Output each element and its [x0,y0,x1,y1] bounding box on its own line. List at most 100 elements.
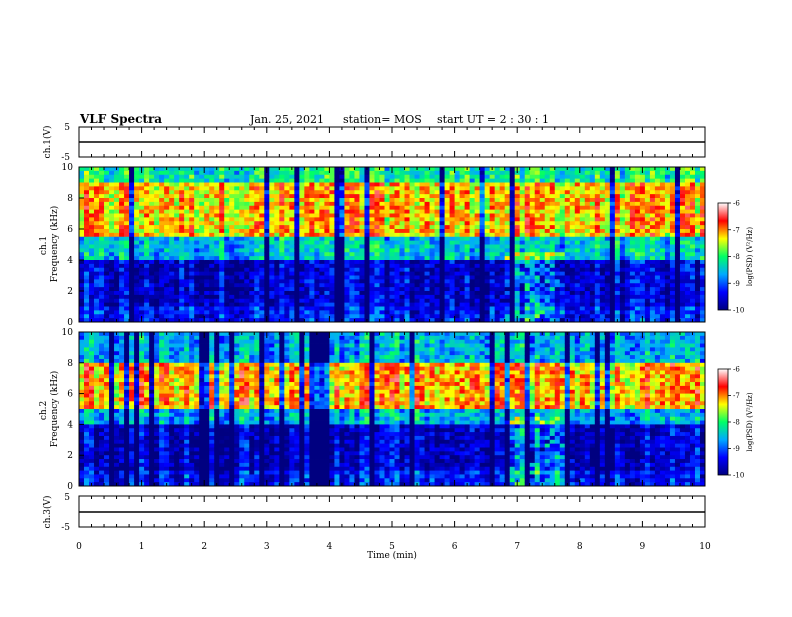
ch1-spectrogram-cell [500,303,505,307]
ch1-spectrogram-cell [349,295,354,299]
ch1-spectrogram-cell [435,268,440,272]
ch1-spectrogram-cell [475,198,480,202]
ch1-spectrogram-cell [294,295,299,299]
ch1-spectrogram-cell [525,186,530,190]
ch1-spectrogram-cell [605,233,610,237]
ch1-spectrogram-cell [480,241,485,245]
ch1-spectrogram-cell [475,183,480,187]
ch1-spectrogram-cell [555,252,560,256]
ch1-spectrogram-cell [224,241,229,245]
ch1-spectrogram-cell [179,268,184,272]
ch1-spectrogram-cell [124,276,129,280]
ch1-spectrogram-cell [530,268,535,272]
ch1-spectrogram-cell [650,175,655,179]
ch1-spectrogram-cell [294,279,299,283]
ch1-spectrogram-cell [645,167,650,171]
ch1-spectrogram-cell [134,233,139,237]
ch1-spectrogram-cell [89,229,94,233]
ch1-spectrogram-cell [144,276,149,280]
ch1-spectrogram-cell [400,314,405,318]
ch1-spectrogram-cell [635,248,640,252]
ch1-spectrogram-cell [89,245,94,249]
ch1-spectrogram-cell [144,279,149,283]
ch1-spectrogram-cell [445,310,450,314]
ch1-spectrogram-cell [224,237,229,241]
ch1-spectrogram-cell [194,299,199,303]
ch1-spectrogram-cell [500,260,505,264]
ch1-spectrogram-cell [259,171,264,175]
ch1-spectrogram-cell [274,171,279,175]
ch1-spectrogram-cell [299,245,304,249]
ch1-spectrogram-cell [510,260,515,264]
ch1-spectrogram-cell [84,175,89,179]
ch1-spectrogram-cell [119,260,124,264]
ch1-spectrogram-cell [605,175,610,179]
ch1-spectrogram-cell [685,167,690,171]
ch1-spectrogram-cell [565,276,570,280]
ch1-spectrogram-cell [675,252,680,256]
ch1-spectrogram-cell [369,268,374,272]
ch1-spectrogram-cell [309,283,314,287]
ch1-spectrogram-cell [465,283,470,287]
ch1-spectrogram-cell [545,229,550,233]
ch1-spectrogram-cell [314,229,319,233]
ch1-spectrogram-cell [139,202,144,206]
ch1-spectrogram-cell [334,272,339,276]
ch1-spectrogram-cell [505,303,510,307]
ch1-spectrogram-cell [485,186,490,190]
ch1-spectrogram-cell [455,279,460,283]
ch1-spectrogram-cell [149,287,154,291]
ch1-spectrogram-cell [425,248,430,252]
ch1-spectrogram-cell [359,190,364,194]
ch1-spectrogram-cell [435,198,440,202]
ch1-spectrogram-cell [204,310,209,314]
ch1-spectrogram-cell [104,206,109,210]
ch1-spectrogram-cell [545,167,550,171]
ch1-spectrogram-cell [259,206,264,210]
ch1-spectrogram-cell [390,194,395,198]
ch1-spectrogram-cell [575,279,580,283]
ch1-spectrogram-cell [184,225,189,229]
ch1-spectrogram-cell [510,279,515,283]
ch1-spectrogram-cell [630,175,635,179]
ch1-spectrogram-cell [560,171,565,175]
ch1-spectrogram-cell [264,175,269,179]
ch1-spectrogram-cell [645,210,650,214]
ch1-spectrogram-cell [219,221,224,225]
ch1-spectrogram-cell [485,202,490,206]
ch1-spectrogram-cell [545,233,550,237]
ch1-spectrogram-cell [510,248,515,252]
ch1-spectrogram-cell [435,194,440,198]
ch1-spectrogram-cell [620,225,625,229]
ch1-spectrogram-cell [239,314,244,318]
ch1-spectrogram-cell [460,210,465,214]
ch1-spectrogram-cell [545,287,550,291]
ch1-spectrogram-cell [685,237,690,241]
ch1-spectrogram-cell [294,225,299,229]
ch1-spectrogram-cell [264,198,269,202]
ch1-spectrogram-cell [324,310,329,314]
ch1-spectrogram-cell [485,175,490,179]
ch1-spectrogram-cell [685,260,690,264]
ch1-spectrogram-cell [595,279,600,283]
ch1-spectrogram-cell [219,210,224,214]
ch1-spectrogram-cell [89,291,94,295]
ch1-spectrogram-cell [545,202,550,206]
ch1-spectrogram-cell [575,287,580,291]
ch1-spectrogram-cell [169,171,174,175]
ch1-spectrogram-cell [384,299,389,303]
ch1-spectrogram-cell [354,310,359,314]
ch1-spectrogram-cell [655,167,660,171]
ch1-spectrogram-cell [525,171,530,175]
ch1-spectrogram-cell [259,194,264,198]
ch1-spectrogram-cell [324,291,329,295]
ch1-spectrogram-cell [84,264,89,268]
ch1-spectrogram-cell [234,287,239,291]
ch1-spectrogram-cell [129,295,134,299]
ch1-spectrogram-cell [84,183,89,187]
ch1-spectrogram-cell [400,186,405,190]
ch1-spectrogram-cell [229,186,234,190]
ch1-spectrogram-cell [645,252,650,256]
ch1-spectrogram-cell [480,248,485,252]
ch1-spectrogram-cell [304,283,309,287]
